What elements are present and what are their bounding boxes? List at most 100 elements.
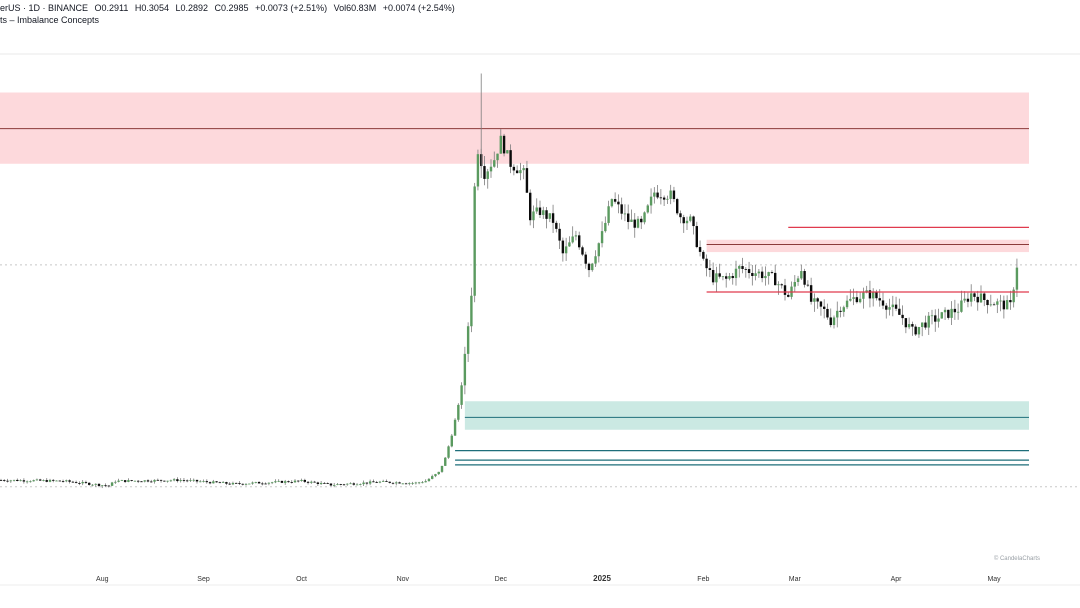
candle [672,186,676,203]
candle [287,480,290,483]
candle [721,276,725,281]
candle-body [199,481,202,483]
candle-body [842,307,845,312]
candle [284,479,287,485]
candle-body [32,480,35,482]
x-tick-label: Nov [397,576,410,583]
candle [855,290,859,304]
candle-body [444,457,447,466]
candles-layer [0,73,1019,489]
candle-body [600,231,604,244]
candle [391,482,395,485]
candle [777,281,780,295]
candle-body [578,235,581,248]
demand-zone-2 [464,401,1029,430]
candle [42,479,45,482]
x-axis: Aug Sep Oct Nov Dec 2025 Feb Mar Apr May [96,574,1001,583]
candle-body [303,479,306,482]
candle [97,483,101,488]
candle [241,483,244,486]
candle [927,311,930,335]
candle [705,254,708,277]
candle-body [986,299,989,306]
candle-body [760,271,764,279]
candle-body [522,168,525,171]
candle-body [564,246,568,254]
candle [12,479,16,482]
candle [339,483,342,486]
candle [610,198,614,208]
candle [764,266,767,286]
candle-body [770,272,774,273]
candle-body [535,207,538,212]
candle [627,204,630,230]
candle-body [819,301,823,307]
candle-body [130,480,133,481]
candle-body [800,271,803,279]
x-tick-label: May [987,576,1001,583]
candle-body [12,479,16,481]
candle-body [898,308,901,315]
candle [529,189,532,226]
candle [816,297,819,309]
candle [107,485,110,488]
candle [460,382,463,409]
candle-body [963,298,966,301]
candle [81,479,84,486]
candle [0,478,3,481]
candle [787,292,790,298]
candle-body [702,251,705,259]
candle [555,220,558,233]
candle [875,289,878,301]
candle [666,195,669,205]
candle-body [280,480,284,483]
candle [744,267,747,278]
candle [747,261,751,279]
candle-body [117,480,120,482]
candle [153,479,156,484]
candle-body [849,298,852,301]
candle-body [845,300,849,308]
candle-body [996,301,999,305]
candle-body [754,273,757,276]
candle [643,211,646,225]
candle-body [29,481,32,483]
candle [679,210,682,224]
candle [682,214,685,233]
candle [199,480,202,483]
candle-body [218,482,222,484]
candle-body [470,295,473,327]
candle [976,290,979,311]
candle-body [68,480,71,482]
candle-body [427,478,431,482]
candle [538,200,542,218]
candle [956,303,960,320]
candle [849,289,852,302]
candle-body [431,476,434,479]
candle [574,230,578,241]
candle [522,165,525,180]
candle-body [189,480,192,481]
candle-body [610,199,614,207]
candle-body [568,242,571,247]
x-tick-label: Apr [891,576,903,583]
candle-body [953,308,957,313]
candle [542,206,545,219]
candle [78,481,81,486]
candle-body [110,482,114,486]
candle-body [551,213,555,223]
candle [502,133,506,157]
candle-body [519,170,522,174]
candle-body [159,479,163,481]
candle [685,216,689,230]
candle [836,301,839,328]
candle-body [120,480,124,481]
candle-body [538,207,542,215]
candle-body [143,480,146,482]
candle [466,322,470,362]
x-tick-label: Sep [197,576,210,583]
candle-body [457,404,460,420]
candle [319,481,323,485]
candle-body [787,294,790,297]
